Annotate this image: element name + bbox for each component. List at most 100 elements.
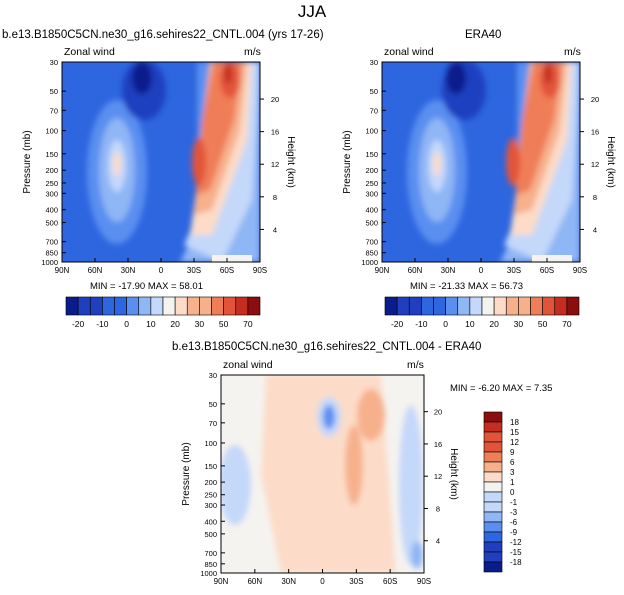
- panel-b-right-label: m/s: [564, 46, 581, 58]
- colorbar-box: [65, 296, 79, 316]
- panel-b-left-label: zonal wind: [384, 46, 434, 58]
- y-tick-label: 100: [204, 439, 217, 448]
- colorbar-box: [421, 296, 434, 316]
- contour-band: [446, 62, 466, 94]
- colorbar-box: [483, 461, 503, 473]
- colorbar-box: [505, 296, 519, 316]
- contour-band: [132, 62, 152, 94]
- colorbar-box: [186, 296, 200, 316]
- height-tick-label: 20: [591, 95, 599, 104]
- colorbar-label: -20: [72, 319, 85, 329]
- colorbar-box: [384, 296, 398, 316]
- colorbar-box: [247, 296, 261, 316]
- colorbar-label: 20: [170, 319, 180, 329]
- contour-band: [399, 405, 423, 565]
- y-tick-label: 200: [45, 166, 58, 175]
- y-tick-label: 30: [209, 371, 217, 380]
- y-tick-label: 500: [45, 218, 58, 227]
- colorbar-box: [174, 296, 188, 316]
- y-tick-label: 850: [365, 249, 378, 258]
- y-tick-label: 700: [204, 549, 217, 558]
- colorbar-box: [483, 541, 503, 553]
- x-tick-label: 0: [320, 577, 325, 586]
- y-tick-label: 400: [204, 517, 217, 526]
- y-tick-label: 250: [45, 179, 58, 188]
- colorbar-label: -10: [415, 319, 428, 329]
- y-tick-label: 250: [204, 491, 217, 500]
- x-tick-label: 30S: [349, 577, 363, 586]
- panel-c-title: b.e13.B1850C5CN.ne30_g16.sehires22_CNTL.…: [172, 341, 482, 353]
- x-tick-label: 30S: [187, 266, 201, 275]
- height-tick-label: 8: [273, 193, 277, 202]
- y-tick-label: 850: [204, 560, 217, 569]
- panel-b-stats: MIN = -21.33 MAX = 56.73: [410, 281, 524, 292]
- y-tick-label: 300: [204, 501, 217, 510]
- colorbar-label: -15: [510, 548, 522, 557]
- y-tick-label: 200: [365, 166, 378, 175]
- height-tick-label: 8: [593, 193, 597, 202]
- contour-band: [113, 152, 121, 176]
- colorbar-label: 30: [514, 319, 524, 329]
- y-tick-label: 150: [365, 150, 378, 159]
- panel-a-right-label: m/s: [244, 46, 261, 58]
- y-tick-label: 1000: [41, 258, 58, 267]
- colorbar-label: 3: [510, 468, 515, 477]
- x-tick-label: 30N: [441, 266, 456, 275]
- x-tick-label: 30N: [281, 577, 296, 586]
- height-tick-label: 16: [591, 128, 599, 137]
- colorbar-label: 0: [443, 319, 448, 329]
- colorbar-box: [211, 296, 224, 316]
- height-tick-label: 16: [271, 128, 279, 137]
- contour-band: [544, 64, 552, 84]
- height-axis-label: Height (km): [448, 448, 459, 500]
- contour-field: [62, 62, 260, 262]
- x-tick-label: 60S: [220, 266, 234, 275]
- colorbar-label: 50: [219, 319, 229, 329]
- y-tick-label: 700: [365, 238, 378, 247]
- y-tick-label: 500: [204, 530, 217, 539]
- ground-mask: [212, 255, 252, 262]
- colorbar-box: [530, 296, 543, 316]
- colorbar-box: [483, 511, 503, 523]
- x-tick-label: 90N: [55, 266, 70, 275]
- x-tick-label: 60N: [408, 266, 423, 275]
- colorbar-label: 18: [510, 418, 519, 427]
- contour-band: [411, 541, 423, 569]
- y-tick-label: 70: [209, 419, 217, 428]
- colorbar-box: [396, 296, 410, 316]
- y-axis-label: Pressure (mb): [181, 442, 192, 505]
- colorbar-box: [483, 451, 503, 463]
- ground-mask: [532, 255, 572, 262]
- panel-c-right-label: m/s: [407, 359, 424, 371]
- x-tick-label: 90S: [573, 266, 587, 275]
- colorbar-label: 1: [510, 478, 515, 487]
- y-tick-label: 250: [365, 179, 378, 188]
- colorbar-box: [493, 296, 507, 316]
- panel-c-stats: MIN = -6.20 MAX = 7.35: [450, 383, 553, 394]
- colorbar-box: [126, 296, 140, 316]
- contour-band: [433, 152, 441, 176]
- height-tick-label: 20: [271, 95, 279, 104]
- colorbar-box: [483, 491, 503, 503]
- colorbar-label: -20: [391, 319, 404, 329]
- colorbar-box: [483, 411, 503, 423]
- colorbar-box: [138, 296, 152, 316]
- colorbar-box: [445, 296, 459, 316]
- colorbar-box: [162, 296, 176, 316]
- x-tick-label: 0: [479, 266, 484, 275]
- panel-a-title: b.e13.B1850C5CN.ne30_g16.sehires22_CNTL.…: [2, 29, 324, 41]
- x-tick-label: 90N: [214, 577, 229, 586]
- colorbar-label: -6: [510, 518, 518, 527]
- colorbar-box: [483, 531, 503, 543]
- contour-band: [221, 445, 251, 525]
- colorbar-label: 50: [538, 319, 548, 329]
- y-axis-label: Pressure (mb): [342, 130, 353, 193]
- y-tick-label: 100: [45, 127, 58, 136]
- colorbar-box: [483, 561, 503, 573]
- x-tick-label: 30N: [121, 266, 136, 275]
- y-tick-label: 700: [45, 238, 58, 247]
- colorbar-label: 12: [510, 438, 519, 447]
- y-tick-label: 1000: [200, 569, 217, 578]
- colorbar-label: -10: [96, 319, 109, 329]
- y-tick-label: 1000: [361, 258, 378, 267]
